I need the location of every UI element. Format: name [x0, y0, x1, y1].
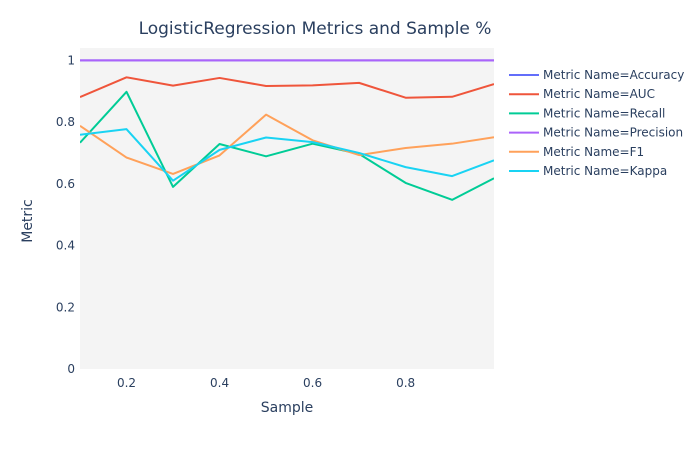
x-axis-title: Sample	[261, 400, 314, 416]
y-tick-label: 1	[67, 53, 75, 67]
series-line-kappa	[80, 128, 494, 182]
legend-item-f1[interactable]: Metric Name=F1	[509, 145, 644, 159]
legend-label: Metric Name=F1	[543, 145, 644, 159]
legend-label: Metric Name=Kappa	[543, 164, 667, 178]
series-lines	[80, 59, 494, 201]
legend-label: Metric Name=Accuracy	[543, 68, 684, 82]
legend-item-precision[interactable]: Metric Name=Precision	[509, 126, 683, 140]
legend-item-recall[interactable]: Metric Name=Recall	[509, 106, 665, 120]
y-tick-label: 0	[67, 362, 75, 376]
y-tick-label: 0.4	[56, 239, 75, 253]
y-tick-label: 0.2	[56, 300, 75, 314]
series-line-recall	[80, 90, 494, 201]
x-tick-label: 0.4	[210, 376, 229, 390]
legend-item-kappa[interactable]: Metric Name=Kappa	[509, 164, 667, 178]
x-tick-label: 0.8	[396, 376, 415, 390]
legend-item-auc[interactable]: Metric Name=AUC	[509, 87, 655, 101]
legend[interactable]: Metric Name=Accuracy Metric Name=AUC Metri…	[509, 68, 684, 178]
legend-label: Metric Name=Recall	[543, 106, 665, 120]
chart-title: LogisticRegression Metrics and Sample %	[139, 19, 492, 39]
legend-item-accuracy[interactable]: Metric Name=Accuracy	[509, 68, 684, 82]
plot-background	[80, 48, 494, 369]
x-axis: 0.2 0.4 0.6 0.8	[117, 376, 415, 390]
legend-label: Metric Name=AUC	[543, 87, 655, 101]
x-tick-label: 0.2	[117, 376, 136, 390]
series-line-f1	[80, 113, 494, 175]
y-tick-label: 0.6	[56, 177, 75, 191]
series-line-auc	[80, 76, 494, 99]
y-tick-label: 0.8	[56, 115, 75, 129]
y-axis: 0 0.2 0.4 0.6 0.8 1	[56, 53, 75, 376]
x-tick-label: 0.6	[303, 376, 322, 390]
legend-label: Metric Name=Precision	[543, 126, 683, 140]
y-axis-title: Metric	[20, 199, 36, 243]
